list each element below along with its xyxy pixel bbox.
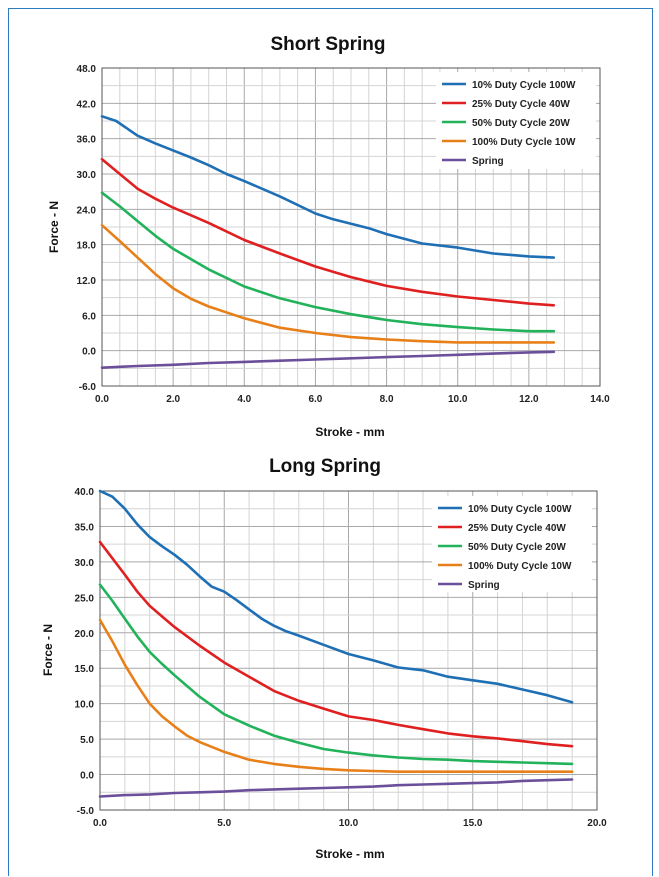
x-tick-label: 0.0 [93,818,107,829]
chart-title: Short Spring [270,34,385,55]
x-tick-label: 10.0 [339,818,359,829]
x-axis-label: Stroke - mm [315,425,384,439]
y-tick-label: -6.0 [79,382,97,393]
x-tick-label: 14.0 [590,394,610,405]
y-tick-label: 25.0 [75,593,95,604]
y-tick-label: 20.0 [75,629,95,640]
x-tick-label: 12.0 [519,394,539,405]
y-tick-label: 5.0 [80,735,94,746]
x-tick-label: 4.0 [237,394,251,405]
series-line-100-duty-cycle-10w [100,223,556,344]
legend-label: 50% Duty Cycle 20W [468,542,566,553]
legend-label: Spring [468,580,500,591]
series-line-50-duty-cycle-20w [100,191,556,333]
legend: 10% Duty Cycle 100W 25% Duty Cycle 40W 50%… [432,496,592,592]
series-line-25-duty-cycle-40w [98,540,574,748]
legend-label: 10% Duty Cycle 100W [472,80,576,91]
y-tick-label: 15.0 [75,664,95,675]
x-tick-label: 2.0 [166,394,180,405]
legend-label: Spring [472,156,504,167]
x-tick-label: 0.0 [95,394,109,405]
y-axis-label: Force - N [47,201,61,253]
y-tick-label: 30.0 [75,558,95,569]
y-tick-label: 48.0 [77,64,97,75]
y-tick-label: 40.0 [75,487,95,498]
series-line-spring [98,778,574,798]
legend-label: 50% Duty Cycle 20W [472,118,570,129]
x-tick-label: 6.0 [308,394,322,405]
series-line-10-duty-cycle-100w [100,115,556,259]
chart-short-spring: Short Spring Stroke - mm Force - N 0.0 2.… [47,34,610,439]
legend-label: 100% Duty Cycle 10W [472,137,576,148]
y-tick-label: 10.0 [75,700,95,711]
legend-label: 10% Duty Cycle 100W [468,504,572,515]
series-line-10-duty-cycle-100w [98,489,574,704]
y-tick-label: 35.0 [75,522,95,533]
y-tick-label: 12.0 [77,276,97,287]
y-tick-label: 18.0 [77,241,97,252]
legend-box [432,496,592,592]
legend: 10% Duty Cycle 100W 25% Duty Cycle 40W 50%… [436,72,596,169]
x-tick-label: 15.0 [463,818,483,829]
series-line-50-duty-cycle-20w [98,583,574,766]
series-line-spring [100,350,556,369]
chart-title: Long Spring [269,456,381,477]
x-tick-label: 10.0 [448,394,468,405]
x-axis-label: Stroke - mm [315,847,384,861]
y-tick-label: 30.0 [77,170,97,181]
y-axis-label: Force - N [41,624,55,676]
y-tick-label: 0.0 [80,771,94,782]
y-tick-label: -5.0 [77,806,95,817]
y-tick-label: 0.0 [82,347,96,358]
legend-label: 25% Duty Cycle 40W [468,523,566,534]
x-tick-label: 20.0 [587,818,607,829]
legend-box [436,72,596,169]
x-tick-label: 8.0 [380,394,394,405]
series-line-25-duty-cycle-40w [100,158,556,307]
series-line-100-duty-cycle-10w [98,618,574,773]
legend-label: 25% Duty Cycle 40W [472,99,570,110]
y-tick-label: 36.0 [77,135,97,146]
plot-border [101,67,601,387]
chart-long-spring: Long Spring Stroke - mm Force - N 0.0 5.0… [41,456,607,861]
x-tick-label: 5.0 [217,818,231,829]
plot-border [99,490,598,811]
y-tick-label: 24.0 [77,205,97,216]
y-tick-label: 42.0 [77,99,97,110]
y-tick-label: 6.0 [82,311,96,322]
legend-label: 100% Duty Cycle 10W [468,561,572,572]
